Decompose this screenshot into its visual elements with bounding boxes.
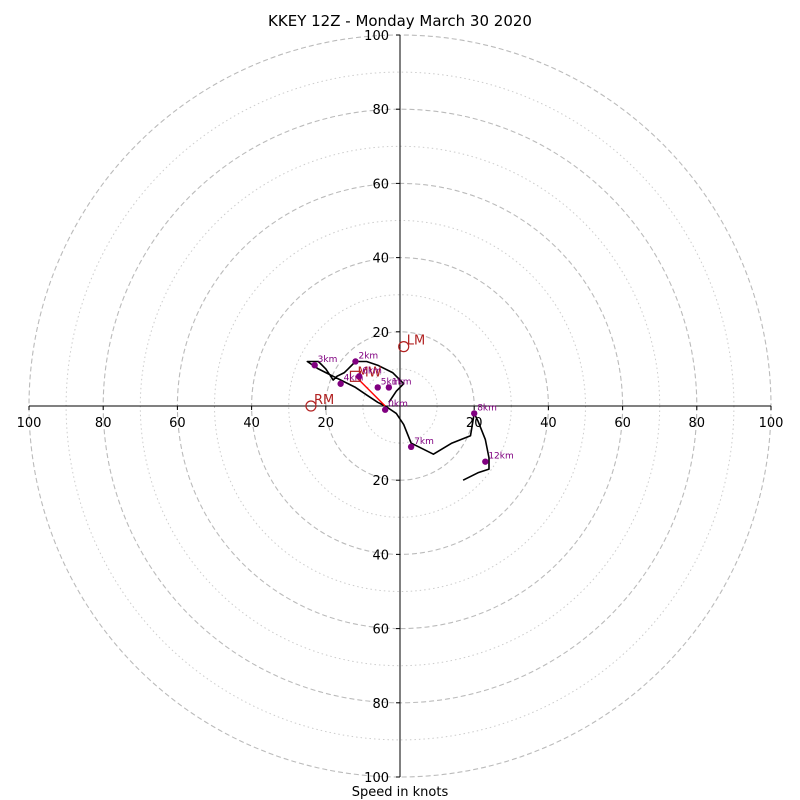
x-tick-label: 20 bbox=[466, 416, 483, 431]
height-marker-dot bbox=[381, 406, 389, 413]
x-tick-label: 80 bbox=[689, 416, 706, 431]
y-tick-label: 20 bbox=[372, 474, 389, 489]
height-marker-label: 3km bbox=[318, 355, 338, 365]
height-marker-dot bbox=[352, 358, 359, 365]
storm-motion-label: LM bbox=[407, 334, 425, 349]
height-marker-label: 12km bbox=[488, 452, 513, 462]
storm-motion-marker-lm bbox=[398, 341, 410, 353]
tick-labels: 100 80 60 40 20 20 40 60 80 100 100 80 60 40 20 20 40 60 8… bbox=[17, 29, 784, 786]
height-marker-label: 0km bbox=[388, 400, 408, 410]
x-tick-label: 100 bbox=[759, 416, 784, 431]
y-tick-label: 60 bbox=[372, 177, 389, 192]
height-marker-label: 2km bbox=[358, 351, 378, 361]
height-marker-label: 8km bbox=[477, 403, 497, 413]
x-axis-label: Speed in knots bbox=[352, 785, 449, 800]
x-tick-label: 60 bbox=[169, 416, 186, 431]
height-marker-dot bbox=[407, 443, 415, 451]
height-marker-dot bbox=[482, 458, 489, 465]
storm-motion-label: RM bbox=[314, 393, 334, 408]
height-marker-dot bbox=[337, 380, 344, 387]
axes bbox=[29, 35, 771, 777]
y-tick-label: 40 bbox=[372, 252, 389, 267]
height-marker-label: 1km bbox=[392, 377, 412, 387]
x-tick-label: 80 bbox=[95, 416, 112, 431]
y-tick-label: 80 bbox=[372, 103, 389, 118]
height-marker-dot bbox=[385, 384, 393, 391]
height-marker-dot bbox=[471, 410, 478, 417]
y-tick-label: 20 bbox=[372, 326, 389, 341]
y-tick-label: 100 bbox=[364, 771, 389, 786]
storm-motion-markers: LM RM MW bbox=[305, 334, 425, 412]
storm-motion-label: MW bbox=[357, 365, 381, 380]
chart-title: KKEY 12Z - Monday March 30 2020 bbox=[268, 12, 532, 30]
storm-motion-marker-rm bbox=[305, 400, 317, 412]
x-tick-label: 100 bbox=[17, 416, 42, 431]
x-tick-label: 20 bbox=[318, 416, 335, 431]
y-tick-label: 80 bbox=[372, 697, 389, 712]
x-tick-label: 40 bbox=[243, 416, 260, 431]
y-tick-label: 40 bbox=[372, 548, 389, 563]
height-marker-dot bbox=[311, 361, 318, 369]
y-tick-label: 60 bbox=[372, 623, 389, 638]
height-marker-label: 4km bbox=[344, 374, 364, 384]
height-marker-dot bbox=[355, 373, 363, 380]
height-marker-label: 5km bbox=[381, 377, 401, 387]
height-marker-label: 7km bbox=[414, 437, 434, 447]
x-tick-label: 60 bbox=[614, 416, 631, 431]
y-tick-label: 100 bbox=[364, 29, 389, 44]
height-marker-dot bbox=[374, 384, 381, 391]
height-marker-label: 6km bbox=[362, 366, 382, 376]
x-tick-label: 40 bbox=[540, 416, 557, 431]
